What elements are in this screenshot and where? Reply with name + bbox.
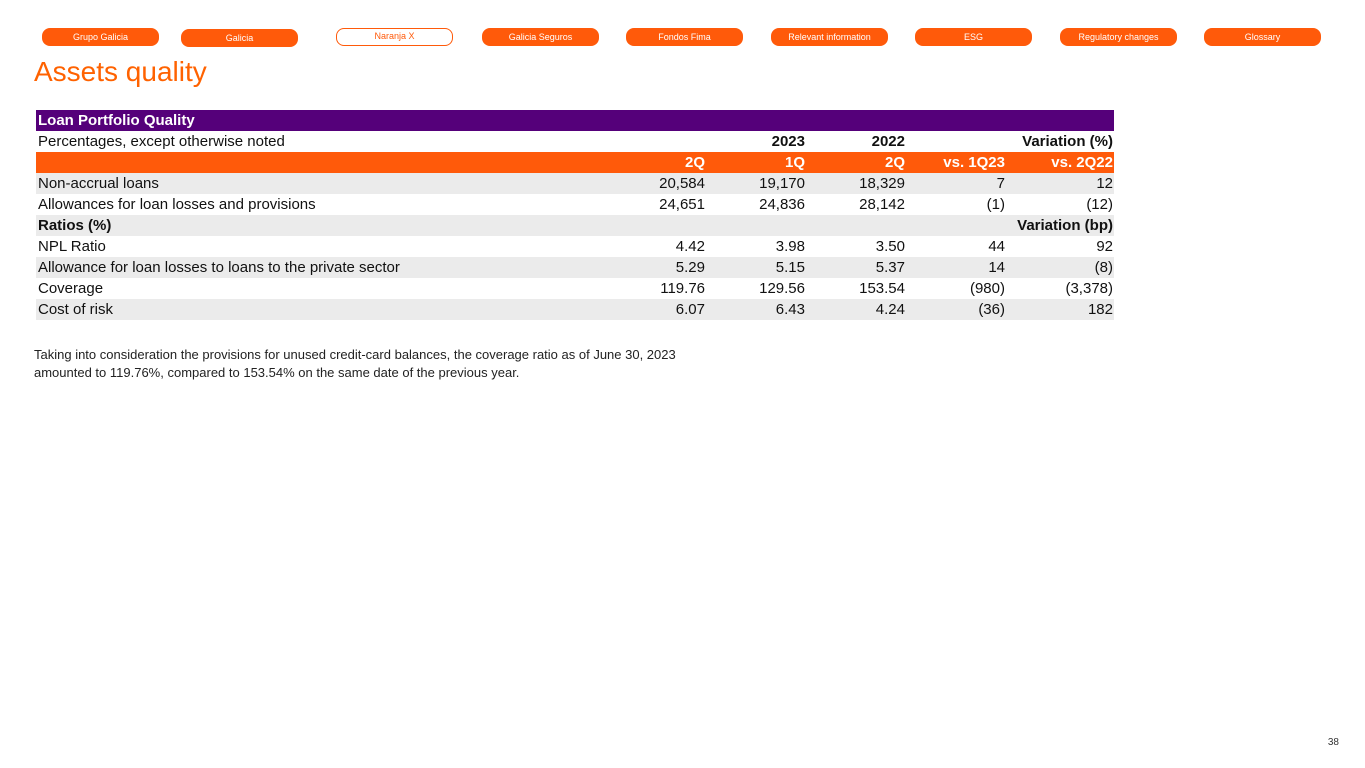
table-cell: 7 <box>996 175 1005 192</box>
table-cell: 3.50 <box>875 238 905 255</box>
table-subheader-row: Percentages, except otherwise noted 2023 2… <box>36 131 1114 152</box>
table-cell: Variation (%) <box>1022 133 1113 150</box>
footnote-line: Taking into consideration the provisions… <box>34 347 676 362</box>
table-row: Cost of risk 6.07 6.43 4.24 (36) 182 <box>36 299 1114 320</box>
table-cell: 24,651 <box>659 196 705 213</box>
table-cell: 2Q <box>884 154 905 171</box>
table-cell: 119.76 <box>660 280 705 297</box>
table-cell: (980) <box>969 280 1005 297</box>
table-section-row: Ratios (%) Variation (bp) <box>36 215 1114 236</box>
footnote: Taking into consideration the provisions… <box>34 346 754 382</box>
row-label: Allowances for loan losses and provision… <box>38 196 316 213</box>
table-cell: 12 <box>1096 175 1113 192</box>
table-title-row: Loan Portfolio Quality <box>36 110 1114 131</box>
row-label: Non-accrual loans <box>38 175 159 192</box>
row-label: Allowance for loan losses to loans to th… <box>38 259 400 276</box>
table-cell: 5.29 <box>675 259 705 276</box>
table-row: Coverage 119.76 129.56 153.54 (980) (3,378) <box>36 278 1114 299</box>
nav-button[interactable]: Galicia Seguros <box>482 28 599 46</box>
table-cell: 20,584 <box>659 175 705 192</box>
page-title: Assets quality <box>34 56 207 87</box>
page-number: 38 <box>1327 737 1339 748</box>
table-cell: 153.54 <box>859 280 905 297</box>
table-cell: 92 <box>1096 238 1113 255</box>
table-cell: 5.15 <box>775 259 805 276</box>
table-row: Non-accrual loans 20,584 19,170 18,329 7 12 <box>36 173 1114 194</box>
nav-button[interactable]: Fondos Fima <box>626 28 743 46</box>
table-cell: 6.43 <box>775 301 805 318</box>
nav-button[interactable]: ESG <box>915 28 1032 46</box>
table-cell: 19,170 <box>759 175 805 192</box>
table-column-header-row: 2Q 1Q 2Q vs. 1Q23 vs. 2Q22 <box>36 152 1114 173</box>
row-label: Percentages, except otherwise noted <box>38 133 285 150</box>
table-cell: Variation (bp) <box>1017 217 1113 234</box>
table-cell: 18,329 <box>859 175 905 192</box>
table-cell: (3,378) <box>1065 280 1113 297</box>
table-cell: 4.42 <box>675 238 705 255</box>
table-cell: 2022 <box>871 133 905 150</box>
table-cell: (12) <box>1086 196 1113 213</box>
table-cell: 6.07 <box>675 301 705 318</box>
table-cell: 28,142 <box>859 196 905 213</box>
table-cell: 3.98 <box>775 238 805 255</box>
table-cell: 2023 <box>771 133 805 150</box>
table-row: Allowances for loan losses and provision… <box>36 194 1114 215</box>
nav-button[interactable]: Regulatory changes <box>1060 28 1177 46</box>
table-row: Allowance for loan losses to loans to th… <box>36 257 1114 278</box>
table-cell: 129.56 <box>759 280 805 297</box>
row-label: Cost of risk <box>38 301 114 318</box>
footnote-line: amounted to 119.76%, compared to 153.54%… <box>34 365 520 380</box>
nav-button[interactable]: Naranja X <box>336 28 453 46</box>
table-cell: 24,836 <box>759 196 805 213</box>
table-cell: 182 <box>1087 301 1113 318</box>
table-cell: 4.24 <box>875 301 905 318</box>
table-cell: (8) <box>1094 259 1113 276</box>
table-title: Loan Portfolio Quality <box>38 112 195 129</box>
nav-button[interactable]: Galicia <box>181 29 298 47</box>
table-cell: 5.37 <box>875 259 905 276</box>
table-cell: 44 <box>988 238 1005 255</box>
table-row: NPL Ratio 4.42 3.98 3.50 44 92 <box>36 236 1114 257</box>
table-cell: vs. 1Q23 <box>943 154 1005 171</box>
table-cell: (36) <box>978 301 1005 318</box>
nav-button[interactable]: Grupo Galicia <box>42 28 159 46</box>
table-cell: vs. 2Q22 <box>1051 154 1113 171</box>
nav-button[interactable]: Relevant information <box>771 28 888 46</box>
nav-button[interactable]: Glossary <box>1204 28 1321 46</box>
table-cell: (1) <box>986 196 1005 213</box>
table-cell: 1Q <box>784 154 805 171</box>
table-cell: 2Q <box>684 154 705 171</box>
row-label: NPL Ratio <box>38 238 106 255</box>
table-cell: 14 <box>988 259 1005 276</box>
section-label: Ratios (%) <box>38 217 112 234</box>
row-label: Coverage <box>38 280 104 297</box>
